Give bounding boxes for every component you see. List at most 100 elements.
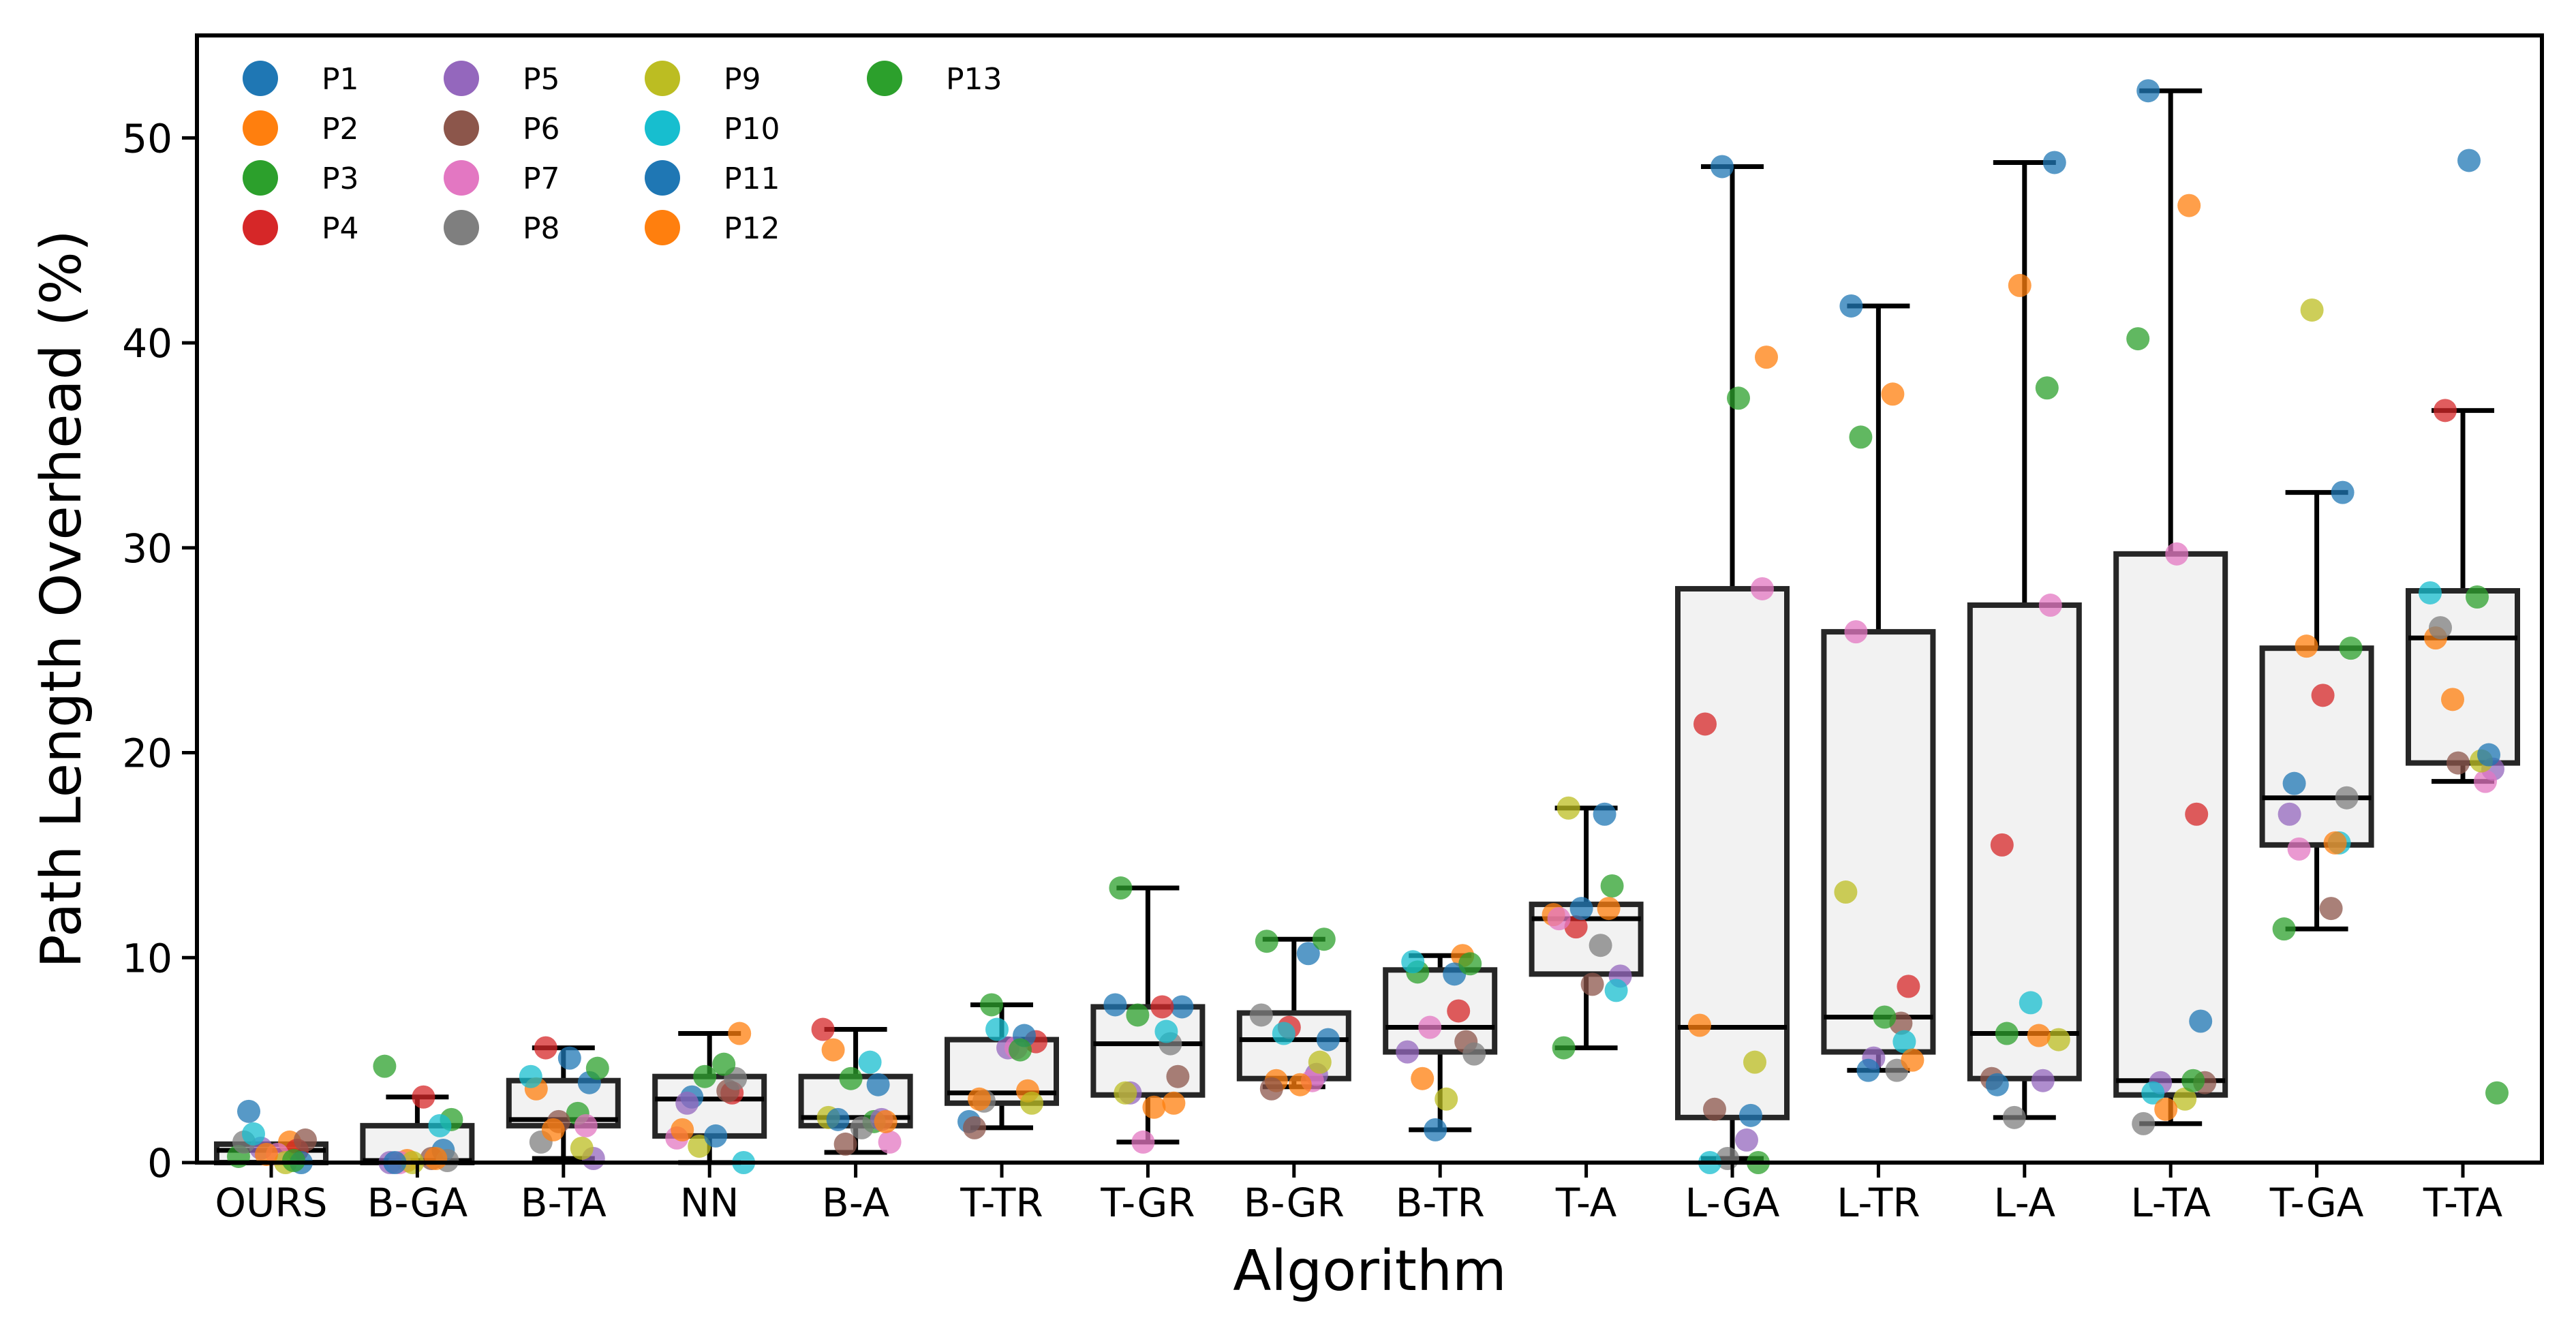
box-iqr	[1967, 602, 2082, 1081]
data-point-P10-B-GA	[428, 1114, 452, 1137]
data-point-P8-T-GA	[2335, 786, 2359, 810]
legend-marker	[243, 110, 278, 146]
x-tick-label: L-TA	[2130, 1180, 2211, 1226]
data-point-P7-B-A	[878, 1130, 902, 1154]
data-point-P10-L-TR	[1892, 1030, 1916, 1054]
legend-item-P5: P5	[444, 61, 560, 97]
data-point-P11-NN	[704, 1124, 728, 1148]
legend-label: P13	[946, 62, 1002, 97]
x-tick-label: B-A	[822, 1180, 889, 1226]
data-point-P13-T-GR	[1126, 1003, 1150, 1027]
data-point-P1-B-GR	[1296, 942, 1320, 966]
data-point-P12-B-TA	[541, 1118, 565, 1141]
legend-label: P9	[724, 62, 761, 97]
data-point-P10-B-TA	[519, 1064, 542, 1088]
data-point-P7-B-TA	[574, 1114, 598, 1137]
y-axis-label: Path Length Overhead (%)	[29, 230, 94, 968]
data-point-P12-T-GR	[1162, 1091, 1186, 1115]
legend-label: P6	[523, 112, 560, 147]
data-point-P3-T-TR	[980, 993, 1003, 1017]
data-point-P3-L-TR	[1849, 425, 1873, 449]
data-point-P3-T-A	[1600, 874, 1624, 898]
data-point-P6-T-TA	[2447, 751, 2470, 775]
legend-item-P10: P10	[645, 110, 780, 147]
y-tick-label: 20	[122, 731, 172, 777]
data-point-P11-L-GA	[1739, 1103, 1762, 1127]
legend-item-P6: P6	[444, 110, 560, 147]
legend-label: P10	[724, 112, 780, 147]
data-point-P2-L-GA	[1755, 346, 1778, 369]
data-point-P5-L-GA	[1735, 1128, 1758, 1152]
data-point-P4-T-TA	[2434, 399, 2457, 423]
box-iqr	[1383, 967, 1498, 1055]
legend-item-P11: P11	[645, 160, 780, 196]
data-point-P11-L-TR	[1856, 1058, 1880, 1082]
legend-label: P12	[724, 211, 780, 246]
x-tick-label: L-A	[1993, 1180, 2055, 1226]
data-point-P4-T-GR	[1150, 995, 1174, 1019]
data-point-P10-B-TR	[1401, 950, 1425, 974]
box-iqr	[1675, 585, 1790, 1120]
data-point-P13-L-TR	[1873, 1005, 1897, 1029]
data-point-P4-B-TA	[534, 1036, 557, 1060]
data-point-P13-B-GA	[373, 1054, 397, 1078]
x-tick-label: T-TA	[2423, 1180, 2503, 1226]
x-tick-label: B-TR	[1396, 1180, 1485, 1226]
data-point-P8-B-TR	[1462, 1042, 1486, 1066]
data-point-P8-T-A	[1589, 934, 1612, 957]
data-point-P13-L-TA	[2181, 1069, 2205, 1092]
data-point-P1-T-GA	[2331, 480, 2355, 504]
box-L-A	[1967, 159, 2082, 1120]
data-point-P5-T-GA	[2278, 802, 2301, 826]
data-point-P10-OURS	[242, 1122, 265, 1146]
data-point-P13-OURS	[282, 1148, 305, 1172]
plot-frame	[195, 33, 2544, 1165]
data-point-P8-B-GR	[1249, 1003, 1273, 1027]
data-point-P13-B-TR	[1458, 952, 1482, 976]
data-point-P12-T-A	[1597, 897, 1621, 921]
legend-marker	[645, 210, 680, 245]
legend-marker	[444, 210, 479, 245]
legend-label: P4	[322, 211, 359, 246]
y-axis: 0 10 20 30 40 50	[122, 115, 197, 1186]
data-point-P9-T-GA	[2300, 298, 2324, 322]
data-point-P10-L-TA	[2141, 1081, 2165, 1105]
data-point-P3-L-TA	[2126, 327, 2150, 351]
data-point-P11-B-GR	[1316, 1028, 1340, 1052]
data-point-P7-T-GA	[2287, 837, 2311, 861]
data-point-P2-L-TR	[1881, 382, 1905, 406]
data-point-P1-L-TR	[1839, 294, 1863, 318]
legend-item-P2: P2	[243, 110, 359, 147]
data-point-P4-L-A	[1990, 833, 2014, 857]
legend-marker	[243, 160, 278, 196]
data-point-P11-T-TA	[2477, 743, 2500, 767]
data-point-P12-B-TR	[1411, 1067, 1435, 1090]
data-point-P5-NN	[675, 1091, 699, 1115]
data-point-P3-T-GA	[2339, 636, 2363, 660]
data-point-P13-NN	[712, 1052, 736, 1076]
legend-marker	[444, 61, 479, 96]
data-point-P7-T-GR	[1131, 1130, 1155, 1154]
legend-marker	[243, 61, 278, 96]
data-point-P8-L-A	[2002, 1105, 2026, 1129]
data-point-P9-B-TA	[570, 1136, 594, 1160]
legend-label: P2	[322, 112, 359, 147]
data-point-P2-B-A	[821, 1038, 845, 1062]
data-point-P13-B-A	[839, 1067, 863, 1090]
points-layer	[227, 79, 2509, 1174]
data-point-P13-T-TA	[2485, 1081, 2509, 1105]
data-point-P11-T-GA	[2282, 771, 2306, 795]
data-point-P7-L-GA	[1751, 577, 1774, 600]
legend-label: P5	[523, 62, 560, 97]
data-point-P4-L-GA	[1693, 712, 1717, 736]
data-point-P12-L-A	[2027, 1024, 2051, 1047]
data-point-P8-B-A	[850, 1116, 874, 1139]
data-point-P12-B-GA	[424, 1146, 448, 1170]
data-point-P1-L-TA	[2136, 79, 2160, 103]
data-point-P3-T-TA	[2466, 585, 2489, 609]
data-point-P9-T-A	[1557, 796, 1580, 820]
data-point-P11-L-TA	[2189, 1009, 2213, 1033]
data-point-P13-L-A	[1995, 1022, 2019, 1045]
data-point-P2-T-GR	[1142, 1095, 1166, 1119]
data-point-P10-T-TR	[985, 1017, 1009, 1041]
